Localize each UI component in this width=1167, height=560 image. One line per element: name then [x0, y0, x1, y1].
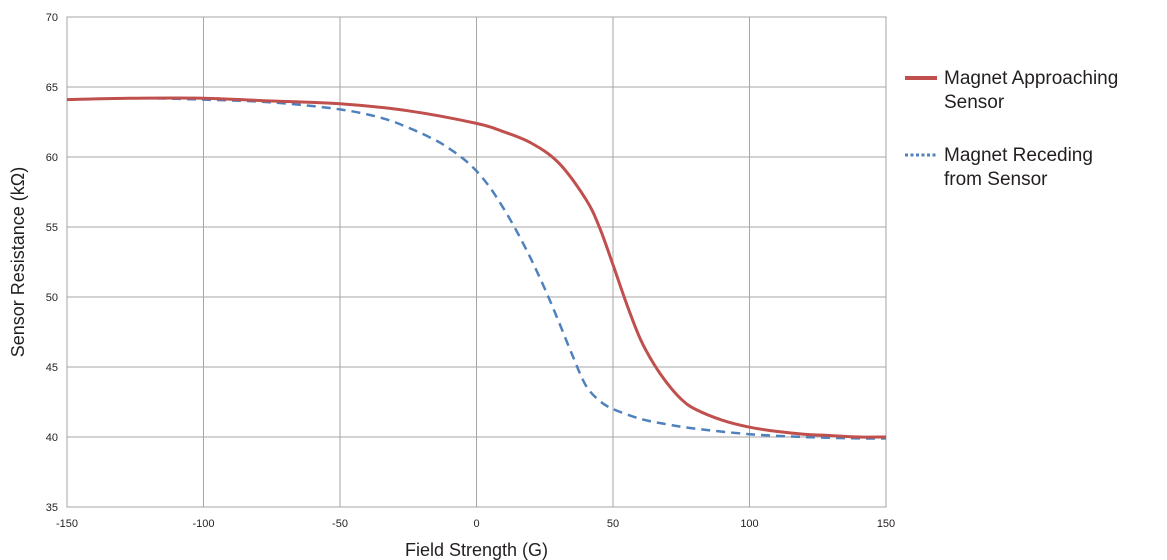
legend-item: Magnet Receding from Sensor — [905, 145, 1093, 190]
x-tick-label: 150 — [877, 518, 895, 530]
plot-area-border — [66, 16, 887, 508]
y-tick-label: 60 — [46, 152, 58, 164]
y-tick-label: 65 — [46, 82, 58, 94]
y-tick-label: 40 — [46, 432, 58, 444]
x-tick-label: 0 — [473, 518, 479, 530]
x-axis-tick-labels: -150 -100 -50 0 50 100 150 — [56, 518, 895, 530]
x-tick-label: 50 — [607, 518, 619, 530]
legend-label: Magnet Receding from Sensor — [944, 145, 1093, 190]
x-tick-label: -50 — [332, 518, 348, 530]
y-tick-label: 70 — [46, 12, 58, 24]
y-axis-tick-labels: 35 40 45 50 55 60 65 70 — [46, 12, 58, 514]
legend-label: Magnet Approaching Sensor — [944, 68, 1118, 113]
x-tick-label: 100 — [740, 518, 758, 530]
legend-item: Magnet Approaching Sensor — [905, 68, 1118, 113]
y-tick-label: 45 — [46, 362, 58, 374]
series-lines — [66, 96, 887, 440]
legend: Magnet Approaching Sensor Magnet Receding f… — [905, 68, 1118, 190]
grid — [66, 16, 887, 508]
y-axis-title: Sensor Resistance (kΩ) — [8, 167, 28, 358]
y-tick-label: 55 — [46, 222, 58, 234]
series-line-approaching — [66, 96, 887, 439]
x-axis-title: Field Strength (G) — [405, 540, 548, 560]
y-tick-label: 35 — [46, 502, 58, 514]
series-line-receding — [66, 96, 887, 440]
x-tick-label: -100 — [192, 518, 214, 530]
x-tick-label: -150 — [56, 518, 78, 530]
y-tick-label: 50 — [46, 292, 58, 304]
